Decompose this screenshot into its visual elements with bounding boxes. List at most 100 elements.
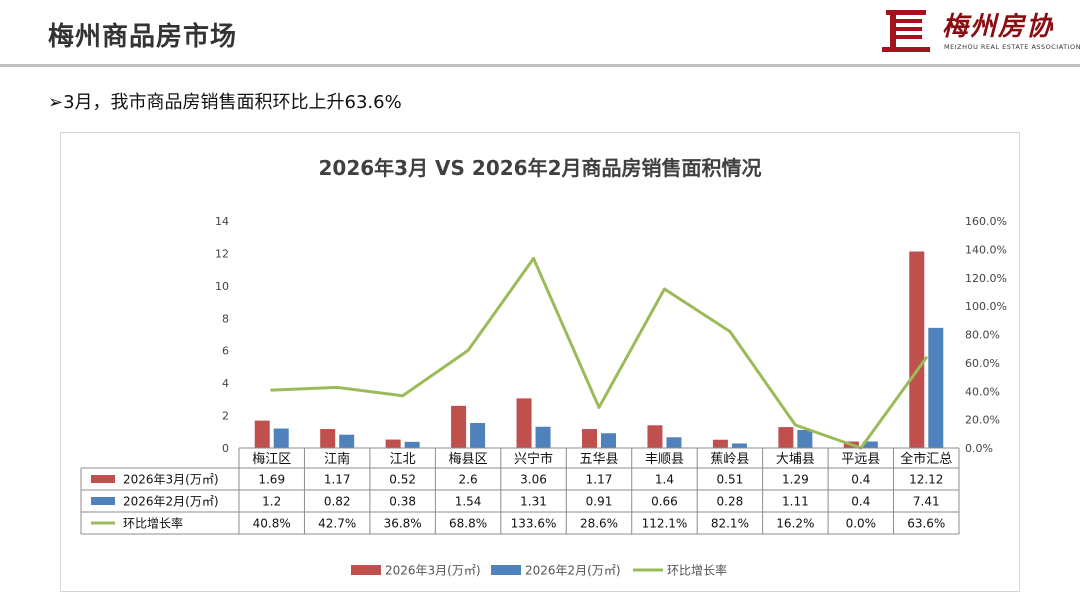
- table-cell-value: 68.8%: [449, 517, 487, 531]
- table-cell-value: 1.17: [586, 473, 613, 487]
- category-label: 江北: [390, 452, 416, 467]
- growth-rate-point: [270, 388, 274, 392]
- y-left-tick-label: 4: [222, 377, 229, 390]
- bar-march: [385, 439, 401, 448]
- bar-february: [470, 423, 486, 448]
- growth-rate-point: [597, 405, 601, 409]
- table-cell-value: 7.41: [913, 495, 940, 509]
- bar-february: [339, 434, 355, 448]
- page-title: 梅州商品房市场: [48, 22, 238, 52]
- logo-subtext: MEIZHOU REAL ESTATE ASSOCIATION: [944, 43, 1080, 51]
- growth-rate-point: [728, 330, 732, 334]
- logo: 梅州房协 MEIZHOU REAL ESTATE ASSOCIATION: [880, 6, 1080, 54]
- legend-swatch: [491, 565, 521, 575]
- y-right-tick-label: 100.0%: [965, 300, 1007, 313]
- table-cell-value: 0.51: [717, 473, 744, 487]
- bar-march: [647, 425, 663, 448]
- growth-rate-point: [532, 256, 536, 260]
- table-cell-value: 36.8%: [384, 517, 422, 531]
- growth-rate-point: [793, 423, 797, 427]
- y-right-tick-label: 120.0%: [965, 272, 1007, 285]
- table-cell-value: 112.1%: [642, 517, 688, 531]
- y-right-tick-label: 0.0%: [965, 442, 993, 455]
- growth-rate-point: [662, 287, 666, 291]
- table-cell-value: 0.28: [717, 495, 744, 509]
- growth-rate-point: [401, 394, 405, 398]
- table-cell-value: 133.6%: [511, 517, 557, 531]
- category-label: 梅县区: [449, 452, 488, 467]
- chart-title: 2026年3月 VS 2026年2月商品房销售面积情况: [319, 156, 762, 180]
- category-label: 五华县: [579, 452, 618, 467]
- table-cell-value: 16.2%: [776, 517, 814, 531]
- y-right-tick-label: 60.0%: [965, 357, 1000, 370]
- logo-text: 梅州房协: [942, 12, 1055, 42]
- bar-february: [601, 433, 616, 448]
- table-cell-value: 42.7%: [318, 517, 356, 531]
- table-cell-value: 82.1%: [711, 517, 749, 531]
- table-cell-value: 1.31: [520, 495, 547, 509]
- category-label: 全市汇总: [900, 451, 952, 467]
- table-cell-value: 0.52: [389, 473, 416, 487]
- sales-area-chart: 2026年3月 VS 2026年2月商品房销售面积情况024681012140.…: [80, 156, 1007, 578]
- table-cell-value: 40.8%: [253, 517, 291, 531]
- category-label: 平远县: [841, 452, 880, 467]
- growth-rate-point: [466, 348, 470, 352]
- y-left-tick-label: 0: [222, 442, 229, 455]
- y-left-tick-label: 14: [215, 215, 229, 228]
- category-label: 梅江区: [252, 452, 291, 467]
- growth-rate-point: [924, 356, 928, 360]
- y-right-tick-label: 160.0%: [965, 215, 1007, 228]
- chart-frame: 2026年3月 VS 2026年2月商品房销售面积情况 0 2 4 6 8 10 12 14 0.…: [60, 132, 1020, 592]
- legend-label: 2026年3月(万㎡): [385, 564, 481, 578]
- category-label: 江南: [324, 451, 350, 467]
- table-cell-value: 12.12: [909, 473, 943, 487]
- bar-march: [516, 398, 532, 448]
- bar-february: [404, 441, 420, 448]
- bar-february: [862, 441, 878, 448]
- table-cell-value: 0.4: [851, 495, 870, 509]
- y-left-tick-label: 2: [222, 410, 229, 423]
- table-cell-value: 1.29: [782, 473, 809, 487]
- header: 梅州商品房市场 梅州房协 MEIZHOU REAL ESTATE ASSOCIA…: [0, 0, 1080, 67]
- table-cell-value: 0.91: [586, 495, 613, 509]
- table-cell-value: 1.69: [258, 473, 285, 487]
- table-cell-value: 0.66: [651, 495, 678, 509]
- y-left-tick-label: 10: [215, 280, 229, 293]
- y-right-tick-label: 20.0%: [965, 414, 1000, 427]
- y-right-tick-label: 40.0%: [965, 385, 1000, 398]
- table-cell-value: 0.0%: [846, 517, 877, 531]
- table-cell-value: 1.11: [782, 495, 809, 509]
- category-label: 丰顺县: [645, 452, 684, 467]
- bar-february: [797, 430, 813, 448]
- bar-march: [909, 251, 925, 448]
- legend-label: 2026年2月(万㎡): [525, 564, 621, 578]
- bar-february: [666, 437, 682, 448]
- table-cell-value: 1.4: [655, 473, 674, 487]
- bar-march: [320, 429, 336, 448]
- table-row-label: 2026年3月(万㎡): [123, 473, 219, 487]
- table-legend-swatch: [91, 475, 115, 483]
- bar-february: [928, 327, 944, 448]
- y-right-tick-label: 80.0%: [965, 329, 1000, 342]
- bar-march: [778, 427, 794, 448]
- growth-rate-line: [271, 256, 928, 450]
- bar-march: [712, 439, 728, 448]
- y-left-tick-label: 12: [215, 247, 229, 260]
- category-label: 大埔县: [776, 452, 815, 467]
- bar-february: [731, 443, 747, 448]
- y-left-tick-label: 8: [222, 312, 229, 325]
- table-cell-value: 0.4: [851, 473, 870, 487]
- bar-march: [254, 420, 270, 448]
- bar-february: [273, 428, 289, 448]
- table-row-label: 2026年2月(万㎡): [123, 495, 219, 509]
- table-row-label: 环比增长率: [123, 516, 183, 531]
- growth-rate-point: [335, 385, 339, 389]
- category-label: 蕉岭县: [710, 452, 749, 467]
- logo-mark-icon: [882, 10, 930, 52]
- summary-text: ➢3月，我市商品房销售面积环比上升63.6%: [48, 92, 402, 113]
- table-cell-value: 3.06: [520, 473, 547, 487]
- bar-march: [582, 429, 597, 448]
- table-cell-value: 1.17: [324, 473, 351, 487]
- table-cell-value: 0.38: [389, 495, 416, 509]
- table-cell-value: 1.2: [262, 495, 281, 509]
